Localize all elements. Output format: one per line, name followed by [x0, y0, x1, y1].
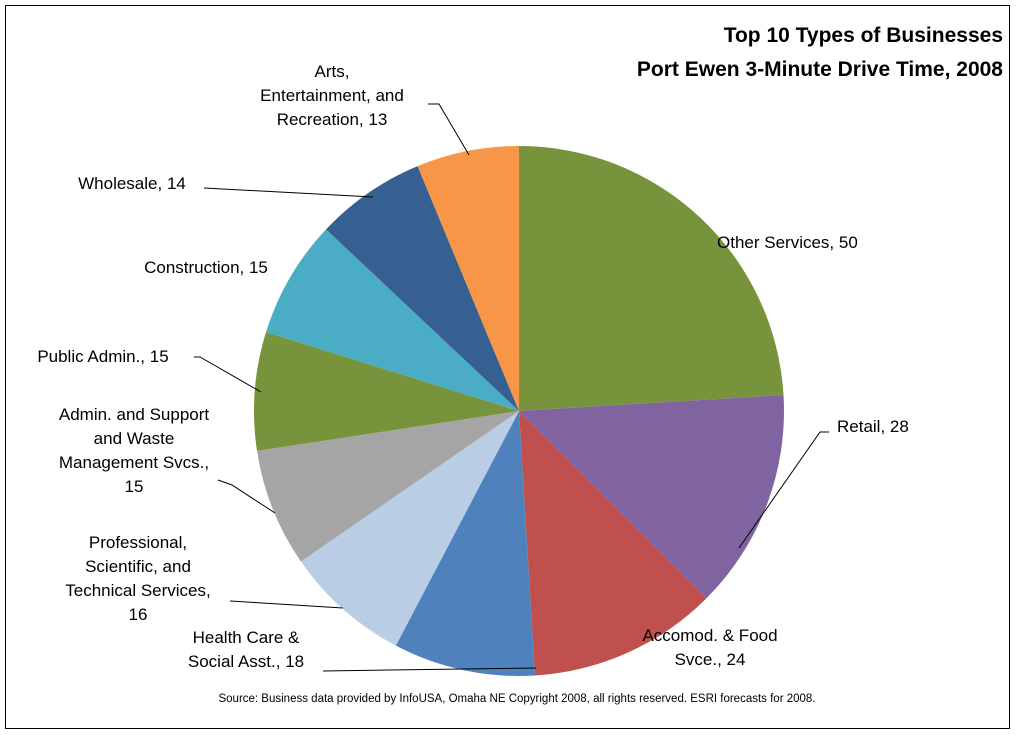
pie-slice-arts-entertainment-and-recreation [417, 146, 519, 411]
data-label-other-services: Other Services, 50 [717, 233, 858, 252]
chart-subtitle: Port Ewen 3-Minute Drive Time, 2008 [637, 58, 1003, 81]
data-label-construction: Construction, 15 [144, 258, 268, 277]
pie-slice-accomod-food-svce [519, 411, 707, 676]
data-label-line: Svce., 24 [675, 650, 746, 669]
data-label-line: Health Care & [193, 628, 300, 647]
pie-slice-professional-scientific-and-technical-services [300, 411, 519, 646]
leader-line-health-care-social-asst [322, 667, 537, 672]
data-label-arts-entertainment-and-recreation: Arts, Entertainment, and Recreation, 13 [260, 62, 404, 129]
data-label-line: Technical Services, [65, 581, 211, 600]
leader-line-public-admin [194, 356, 262, 393]
data-label-line: Admin. and Support [59, 405, 210, 424]
data-label-line: Construction, 15 [144, 258, 268, 277]
leader-line-retail [738, 431, 829, 549]
data-label-line: Wholesale, 14 [78, 174, 186, 193]
data-label-line: Recreation, 13 [277, 110, 388, 129]
pie-slices [254, 146, 785, 677]
data-label-accomod-food-svce: Accomod. & Food Svce., 24 [642, 626, 777, 669]
data-label-line: and Waste [94, 429, 175, 448]
chart-title: Top 10 Types of Businesses [724, 24, 1003, 47]
data-label-line: Other Services, 50 [717, 233, 858, 252]
pie-slice-construction [266, 229, 519, 411]
data-label-line: 16 [129, 605, 148, 624]
leader-line-arts-entertainment-and-recreation [428, 103, 470, 156]
data-label-line: Retail, 28 [837, 417, 909, 436]
data-label-public-admin: Public Admin., 15 [37, 347, 168, 366]
data-label-line: Professional, [89, 533, 187, 552]
data-label-wholesale: Wholesale, 14 [78, 174, 186, 193]
data-label-line: Management Svcs., [59, 453, 209, 472]
leader-line-professional-scientific-and-technical-services [229, 600, 344, 609]
pie-slice-public-admin [254, 332, 519, 451]
data-label-line: Scientific, and [85, 557, 191, 576]
data-label-health-care-social-asst: Health Care & Social Asst., 18 [188, 628, 304, 671]
data-label-line: Social Asst., 18 [188, 652, 304, 671]
data-label-line: 15 [125, 477, 144, 496]
data-label-line: Entertainment, and [260, 86, 404, 105]
pie-leader-lines [194, 103, 829, 672]
data-label-admin-and-support-and-waste-management-svcs: Admin. and Support and Waste Management Sv… [59, 405, 210, 496]
pie-slice-wholesale [326, 166, 519, 411]
source-note: Source: Business data provided by InfoUS… [218, 693, 815, 705]
data-label-professional-scientific-and-technical-services: Professional, Scientific, and Technical Se… [65, 533, 211, 624]
pie-slice-other-services [519, 146, 784, 411]
data-label-line: Public Admin., 15 [37, 347, 168, 366]
leader-line-admin-and-support-and-waste-management-svcs [217, 479, 276, 514]
pie-slice-health-care-social-asst [395, 411, 535, 677]
pie-slice-admin-and-support-and-waste-management-svcs [257, 411, 519, 562]
data-label-line: Arts, [315, 62, 350, 81]
data-label-retail: Retail, 28 [837, 417, 909, 436]
pie-labels: Other Services, 50 Retail, 28 Accomod. & F… [37, 62, 909, 671]
leader-line-wholesale [203, 187, 374, 198]
data-label-line: Accomod. & Food [642, 626, 777, 645]
pie-slice-retail [519, 395, 785, 599]
